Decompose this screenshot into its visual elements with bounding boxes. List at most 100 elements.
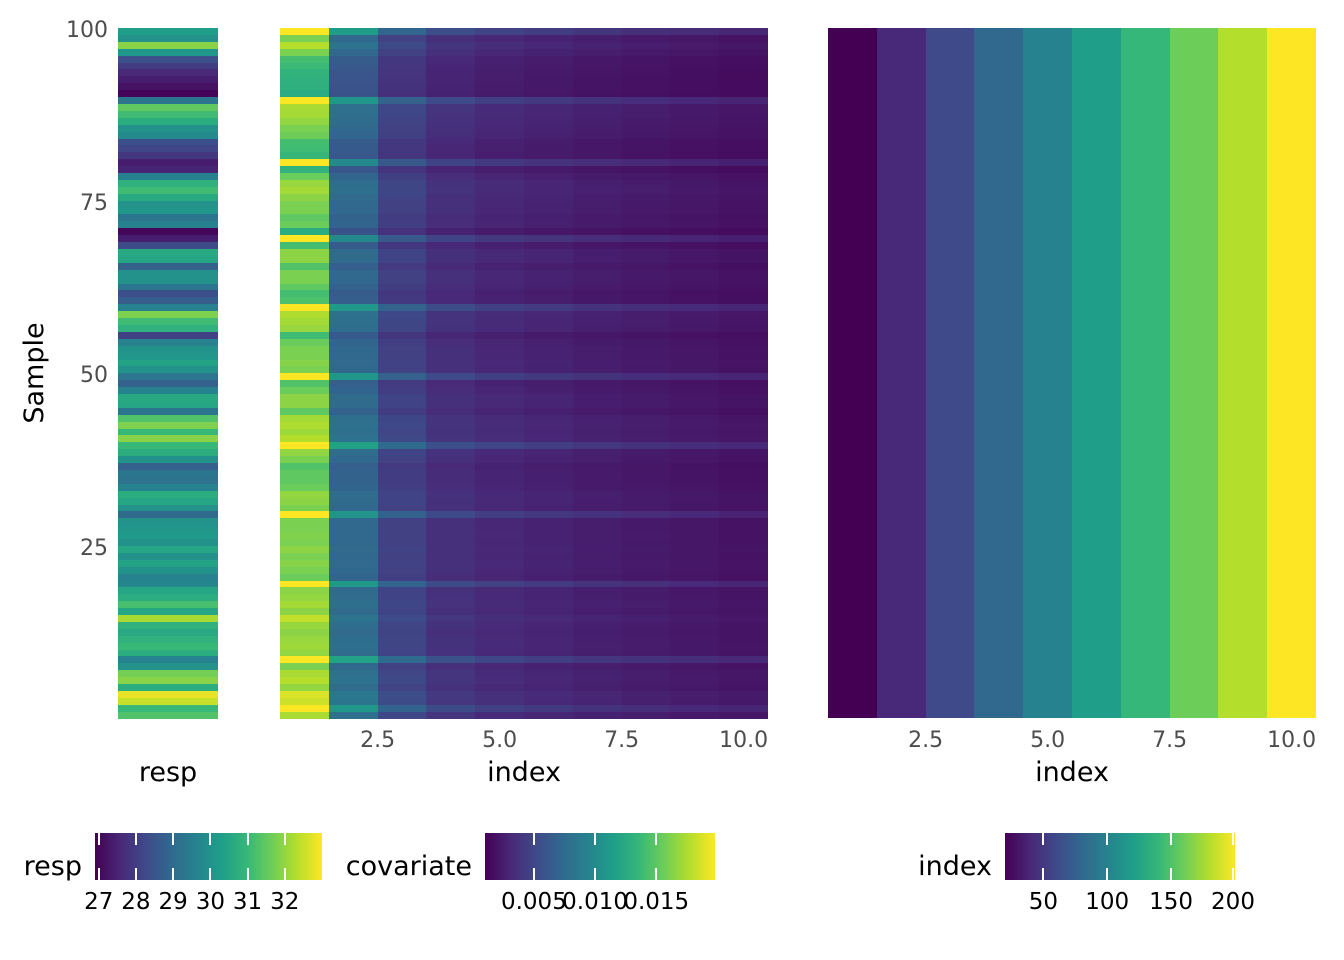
heatmap-cell — [377, 587, 427, 595]
heatmap-cell — [328, 649, 378, 657]
heatmap-cell — [572, 152, 622, 160]
heatmap-cell — [670, 621, 720, 629]
heatmap-cell — [426, 400, 476, 408]
heatmap-cell — [475, 608, 524, 616]
heatmap-cell — [572, 366, 622, 374]
heatmap-cell — [572, 559, 622, 567]
heatmap-cell — [621, 269, 671, 277]
heatmap-row — [280, 414, 768, 422]
heatmap-cell — [426, 621, 476, 629]
heatmap-cell — [475, 552, 524, 560]
heatmap-cell — [377, 242, 427, 249]
heatmap-cell — [328, 497, 378, 505]
x-tick-label: 10.0 — [719, 728, 769, 753]
heatmap-cell — [719, 345, 768, 353]
heatmap-row — [280, 124, 768, 132]
heatmap-cell — [572, 193, 622, 201]
heatmap-cell — [572, 311, 622, 319]
heatmap-cell — [572, 449, 622, 457]
heatmap-cell — [621, 628, 671, 636]
heatmap-row — [118, 28, 218, 35]
heatmap-cell — [719, 290, 768, 298]
heatmap-row — [280, 366, 768, 374]
heatmap-cell — [377, 407, 427, 415]
heatmap-cell — [475, 290, 524, 298]
heatmap-cell — [328, 76, 378, 84]
heatmap-cell — [719, 283, 768, 291]
heatmap-cell — [475, 518, 524, 526]
legend-colorbar-resp — [95, 833, 322, 880]
heatmap-cell — [621, 697, 671, 705]
heatmap-cell — [426, 55, 476, 63]
heatmap-row — [280, 525, 768, 533]
heatmap-cell — [280, 711, 329, 719]
heatmap-row — [118, 249, 218, 256]
heatmap-row — [118, 449, 218, 457]
heatmap-cell — [670, 186, 720, 194]
heatmap-row — [118, 414, 218, 422]
heatmap-cell — [621, 276, 671, 284]
heatmap-cell — [475, 435, 524, 443]
heatmap-cell — [572, 83, 622, 91]
heatmap-cell — [719, 573, 768, 581]
heatmap-cell — [572, 663, 622, 671]
heatmap-cell — [280, 615, 329, 622]
heatmap-cell — [572, 48, 622, 56]
heatmap-row — [118, 76, 218, 84]
heatmap-row — [118, 400, 218, 408]
heatmap-cell — [377, 255, 427, 263]
heatmap-cell — [328, 594, 378, 602]
heatmap-cell — [426, 235, 476, 243]
heatmap-cell — [572, 331, 622, 339]
heatmap-cell — [719, 677, 768, 685]
heatmap-row — [280, 55, 768, 63]
heatmap-row — [118, 255, 218, 263]
heatmap-cell — [280, 670, 329, 678]
heatmap-cell — [572, 283, 622, 291]
heatmap-cell — [670, 331, 720, 339]
heatmap-panel-covariate — [280, 28, 768, 719]
heatmap-cell — [426, 442, 476, 450]
heatmap-cell — [426, 276, 476, 284]
heatmap-cell — [523, 200, 573, 208]
heatmap-row — [280, 48, 768, 56]
heatmap-cell — [719, 366, 768, 374]
heatmap-row — [118, 48, 218, 56]
heatmap-cell — [572, 545, 622, 553]
heatmap-row — [118, 276, 218, 284]
heatmap-cell — [719, 532, 768, 540]
heatmap-band — [1169, 28, 1219, 718]
heatmap-cell — [377, 331, 427, 339]
heatmap-row — [280, 518, 768, 526]
heatmap-row — [118, 635, 218, 643]
heatmap-row — [118, 601, 218, 609]
heatmap-cell — [572, 338, 622, 346]
heatmap-cell — [280, 635, 329, 643]
heatmap-row — [118, 552, 218, 560]
heatmap-row — [280, 41, 768, 49]
heatmap-cell — [621, 83, 671, 91]
heatmap-cell — [426, 435, 476, 443]
heatmap-cell — [426, 338, 476, 346]
heatmap-cell — [719, 249, 768, 256]
heatmap-cell — [280, 304, 329, 312]
heatmap-cell — [377, 352, 427, 360]
heatmap-cell — [377, 235, 427, 243]
heatmap-cell — [523, 621, 573, 629]
heatmap-cell — [523, 573, 573, 581]
heatmap-cell — [328, 580, 378, 588]
heatmap-cell — [475, 131, 524, 139]
heatmap-cell — [670, 580, 720, 588]
heatmap-row — [280, 573, 768, 581]
heatmap-row — [118, 41, 218, 49]
heatmap-cell — [475, 497, 524, 505]
heatmap-cell — [572, 387, 622, 395]
heatmap-cell — [328, 559, 378, 567]
heatmap-row — [118, 166, 218, 174]
heatmap-row — [280, 587, 768, 595]
heatmap-cell — [523, 539, 573, 546]
heatmap-cell — [670, 608, 720, 616]
heatmap-cell — [523, 338, 573, 346]
heatmap-band — [828, 28, 877, 718]
heatmap-cell — [719, 186, 768, 194]
